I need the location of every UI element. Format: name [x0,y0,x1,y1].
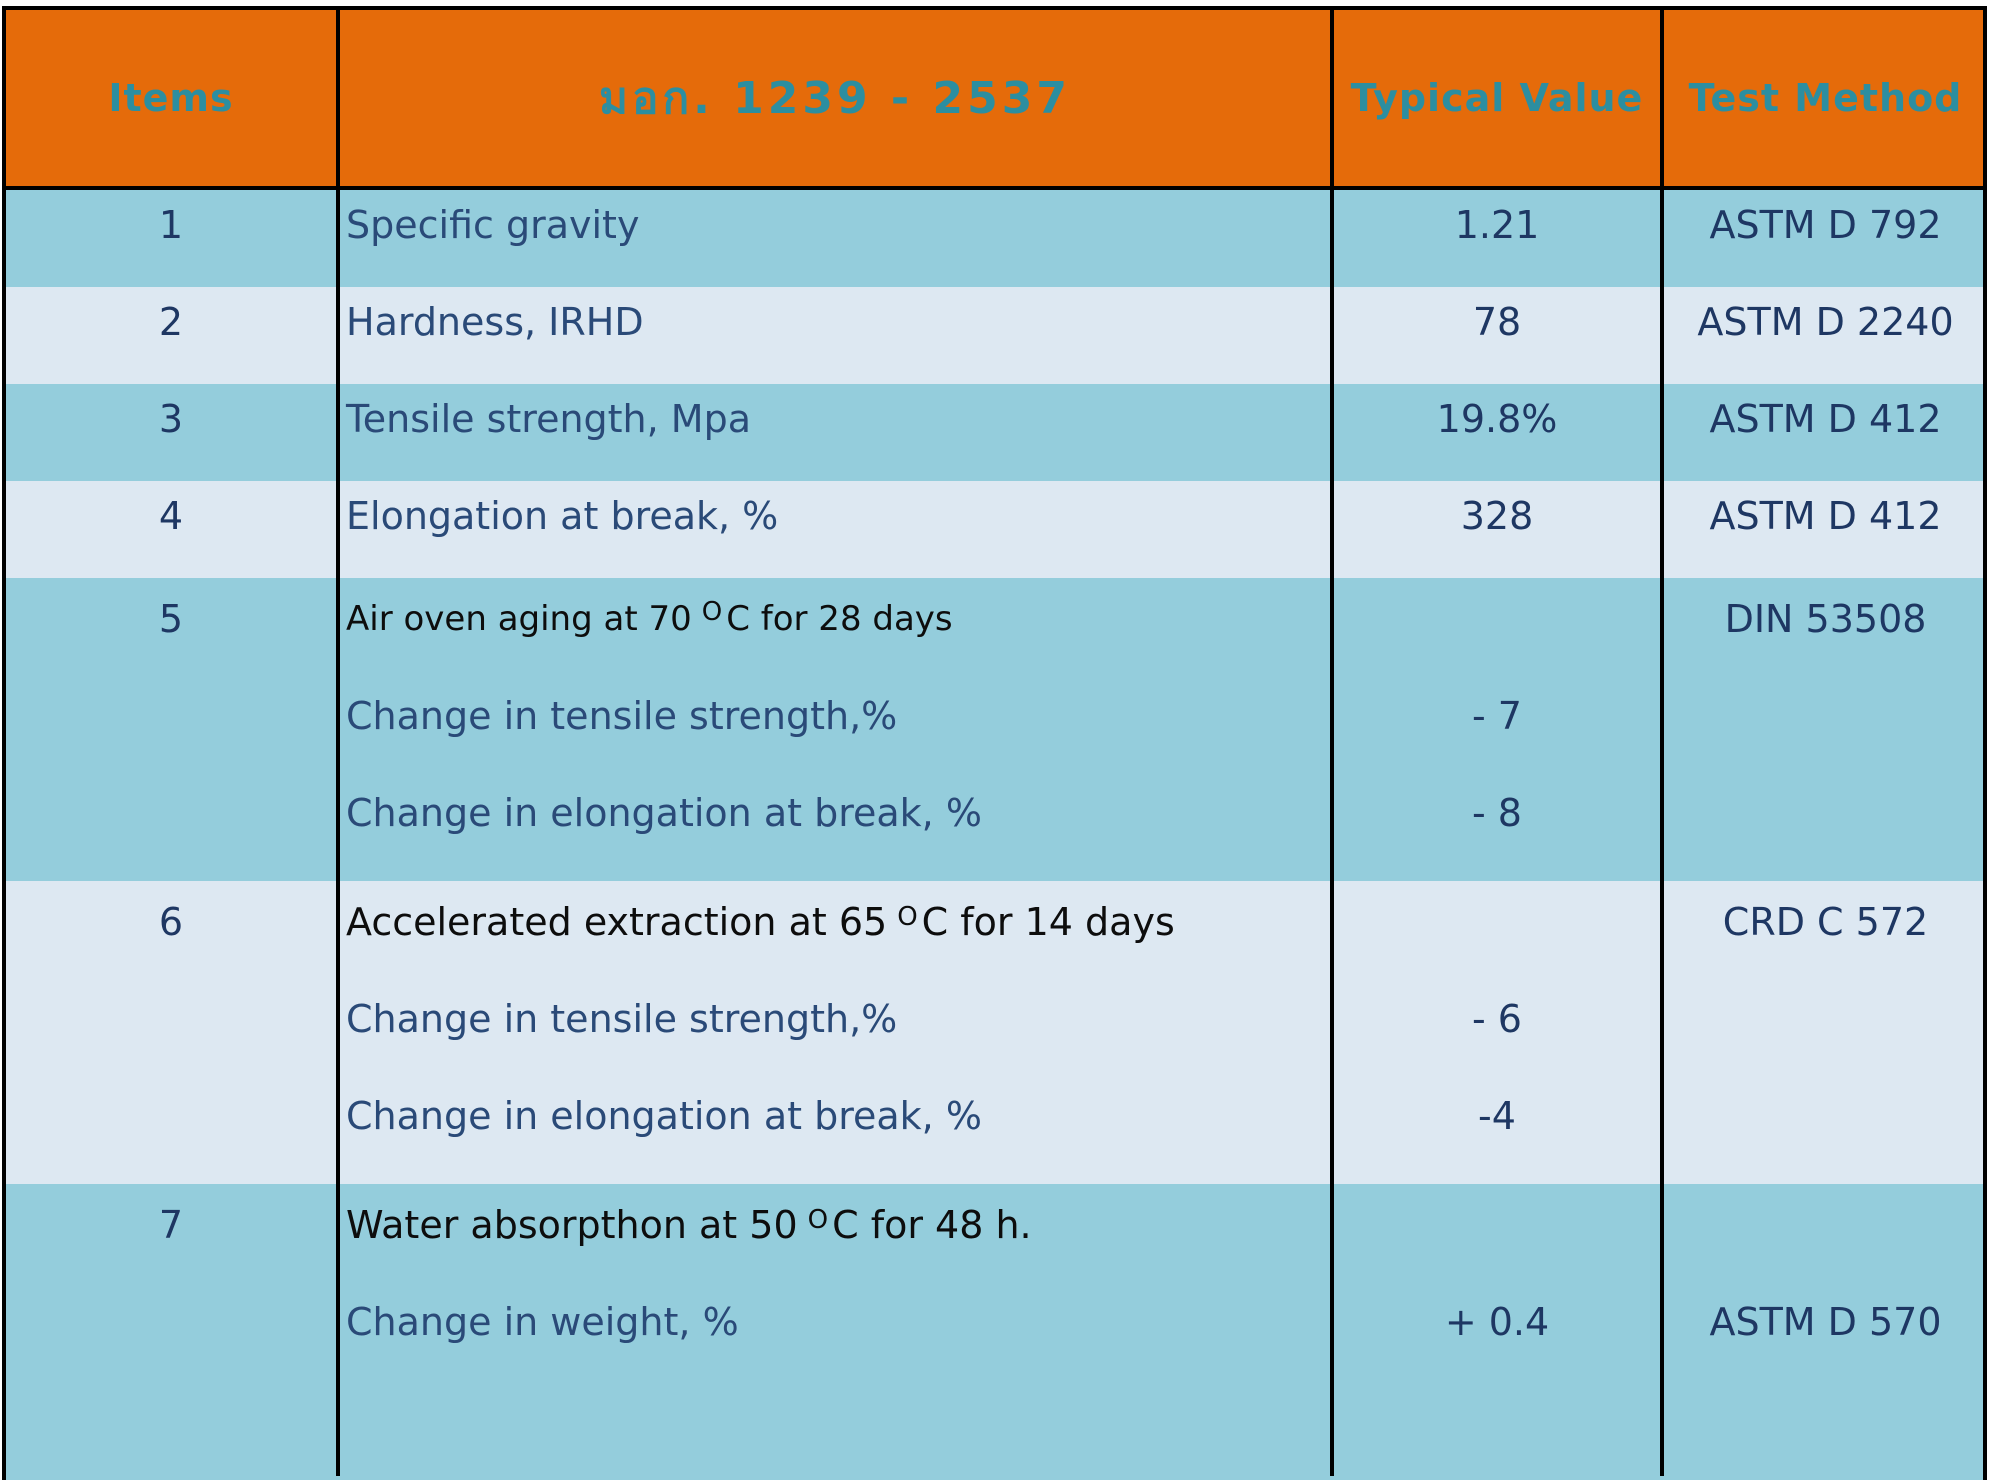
group-title: Water absorpthon at 50 O C for 48 h. [346,1203,1032,1247]
test-method: ASTM D 792 [1709,203,1942,247]
test-method: DIN 53508 [1724,597,1927,641]
typical-value: 1.21 [1454,203,1540,247]
column-divider [1330,10,1334,1476]
header-typical-value: Typical Value [1350,76,1644,120]
item-number: 6 [158,900,184,944]
typical-value: - 6 [1472,997,1522,1041]
header-test-method: Test Method [1688,76,1963,120]
typical-value: 328 [1460,494,1534,538]
degree-symbol: O [807,1205,829,1235]
item-number: 4 [158,494,184,538]
typical-value: + 0.4 [1444,1300,1550,1344]
property-label: Change in weight, % [346,1300,739,1344]
degree-symbol: O [701,597,723,627]
row-band-3 [6,384,1983,481]
row-band-5 [6,578,1983,881]
property-label: Change in tensile strength,% [346,694,898,738]
typical-value: 78 [1472,300,1522,344]
property-label: Change in elongation at break, % [346,1094,982,1138]
group-title: Accelerated extraction at 65 O C for 14 da… [346,900,1175,944]
row-band-7 [6,1184,1983,1480]
row-band-2 [6,287,1983,384]
property-label: Tensile strength, Mpa [346,397,751,441]
group-title: Air oven aging at 70 O C for 28 days [346,597,953,639]
row-band-4 [6,481,1983,578]
header-items: Items [108,76,234,120]
test-method: ASTM D 570 [1709,1300,1942,1344]
table-header: Items มอก. 1239 - 2537 Typical Value Tes… [6,10,1983,190]
typical-value: -4 [1478,1094,1516,1138]
property-label: Elongation at break, % [346,494,779,538]
properties-table: Items มอก. 1239 - 2537 Typical Value Tes… [2,6,1987,1480]
property-label: Change in tensile strength,% [346,997,898,1041]
typical-value: - 7 [1472,694,1522,738]
item-number: 1 [158,203,184,247]
item-number: 7 [158,1203,184,1247]
test-method: ASTM D 412 [1709,397,1942,441]
header-standard: มอก. 1239 - 2537 [599,73,1071,124]
row-band-1 [6,190,1983,287]
test-method: ASTM D 2240 [1697,300,1954,344]
property-label: Specific gravity [346,203,640,247]
column-divider [1660,10,1664,1476]
item-number: 2 [158,300,184,344]
row-band-6 [6,881,1983,1184]
column-divider [336,10,340,1476]
test-method: CRD C 572 [1722,900,1929,944]
test-method: ASTM D 412 [1709,494,1942,538]
property-label: Change in elongation at break, % [346,791,982,835]
typical-value: - 8 [1472,791,1522,835]
item-number: 3 [158,397,184,441]
property-label: Hardness, IRHD [346,300,644,344]
degree-symbol: O [897,902,918,932]
typical-value: 19.8% [1436,397,1558,441]
item-number: 5 [158,597,184,641]
